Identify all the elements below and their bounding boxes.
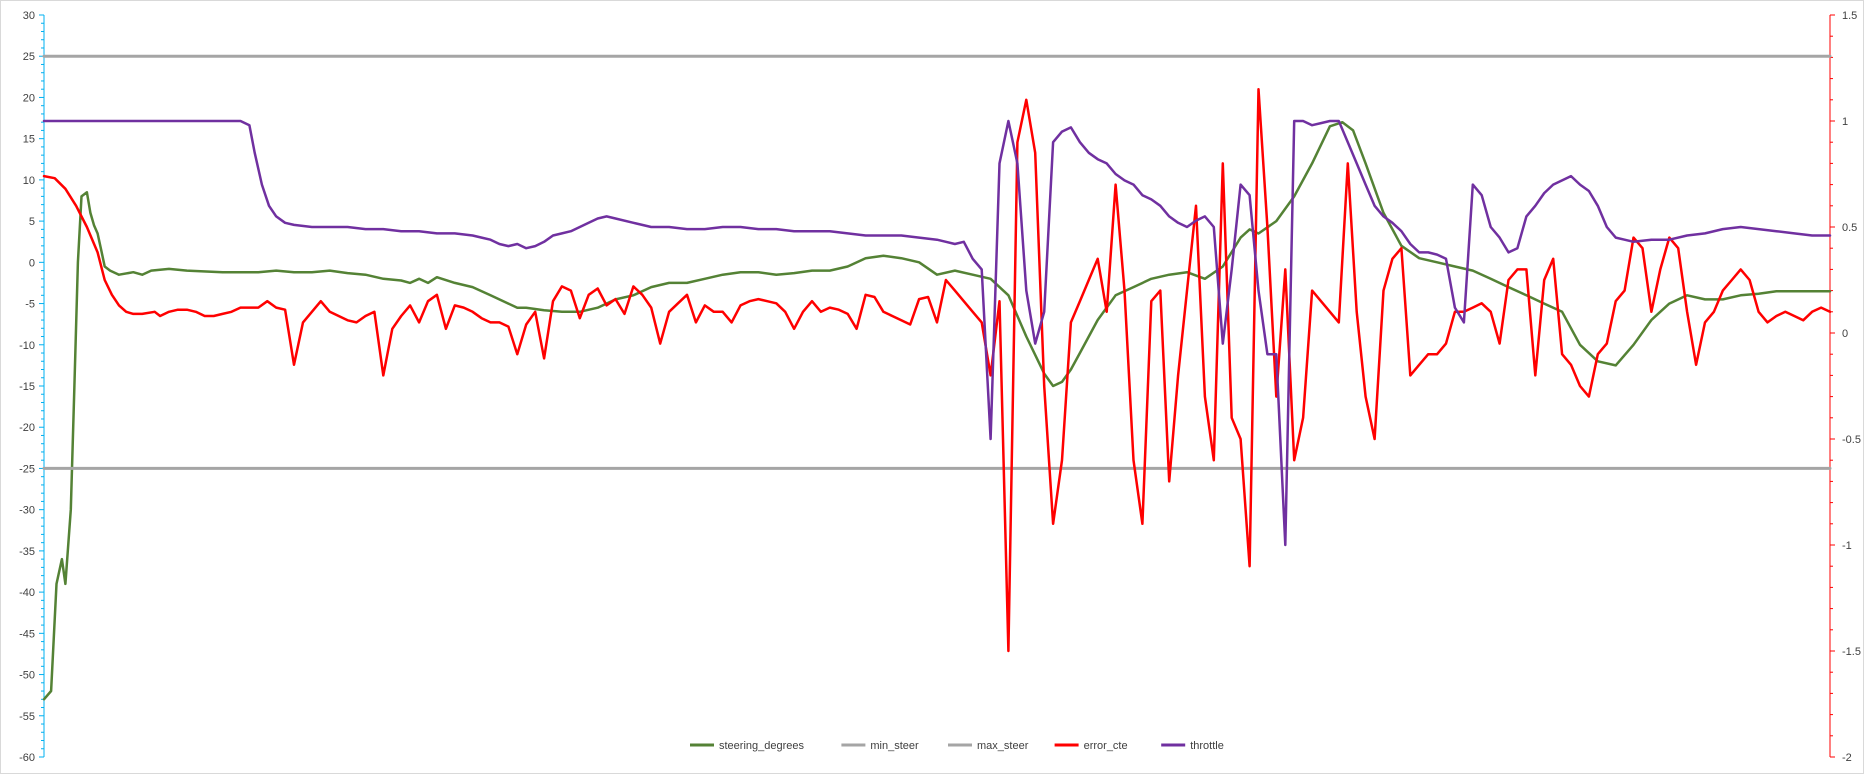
legend-label-max-steer: max_steer <box>977 740 1029 752</box>
left-axis-tick-label: 0 <box>29 257 35 269</box>
right-axis-tick-label: -0.5 <box>1842 434 1861 446</box>
series-line-error-cte <box>42 87 1832 653</box>
left-axis-tick-label: -15 <box>19 381 35 393</box>
left-axis-tick-label: -50 <box>19 670 35 682</box>
left-axis-tick-label: -20 <box>19 422 35 434</box>
legend-label-min-steer: min_steer <box>870 740 919 752</box>
left-y-axis: 30 25 20 15 10 5 0 -5 -10 -15 -20 -25 -30 -35 -40 -45 -5… <box>19 10 45 764</box>
left-axis-tick-label: 5 <box>29 216 35 228</box>
left-axis-tick-label: -60 <box>19 752 35 764</box>
right-axis-tick-label: -1 <box>1842 540 1852 552</box>
legend-label-error-cte: error_cte <box>1084 740 1128 752</box>
left-axis-tick-label: -25 <box>19 463 35 475</box>
left-axis-tick-label: -45 <box>19 628 35 640</box>
right-axis-tick-label: 1.5 <box>1842 10 1857 22</box>
series-line-steering-degrees <box>42 120 1832 701</box>
right-axis-tick-label: -2 <box>1842 752 1852 764</box>
legend: steering_degrees min_steer max_steer error_… <box>690 740 1224 752</box>
left-axis-tick-label: 15 <box>23 134 35 146</box>
right-axis-tick-label: 0 <box>1842 328 1848 340</box>
right-axis-tick-label: 0.5 <box>1842 222 1857 234</box>
left-axis-tick-label: 20 <box>23 92 35 104</box>
left-axis-tick-label: 10 <box>23 175 35 187</box>
left-axis-tick-label: 30 <box>23 10 35 22</box>
left-axis-tick-label: -35 <box>19 546 35 558</box>
legend-label-steering-degrees: steering_degrees <box>719 740 805 752</box>
series-lines <box>42 54 1832 701</box>
left-axis-tick-label: -40 <box>19 587 35 599</box>
left-axis-tick-label: -30 <box>19 505 35 517</box>
legend-label-throttle: throttle <box>1190 740 1224 752</box>
left-axis-tick-label: 25 <box>23 51 35 63</box>
right-axis-tick-label: 1 <box>1842 116 1848 128</box>
series-line-throttle <box>42 119 1832 547</box>
right-axis-tick-label: -1.5 <box>1842 646 1861 658</box>
left-axis-tick-label: -5 <box>25 299 35 311</box>
left-axis-tick-label: -10 <box>19 340 35 352</box>
left-axis-tick-label: -55 <box>19 711 35 723</box>
